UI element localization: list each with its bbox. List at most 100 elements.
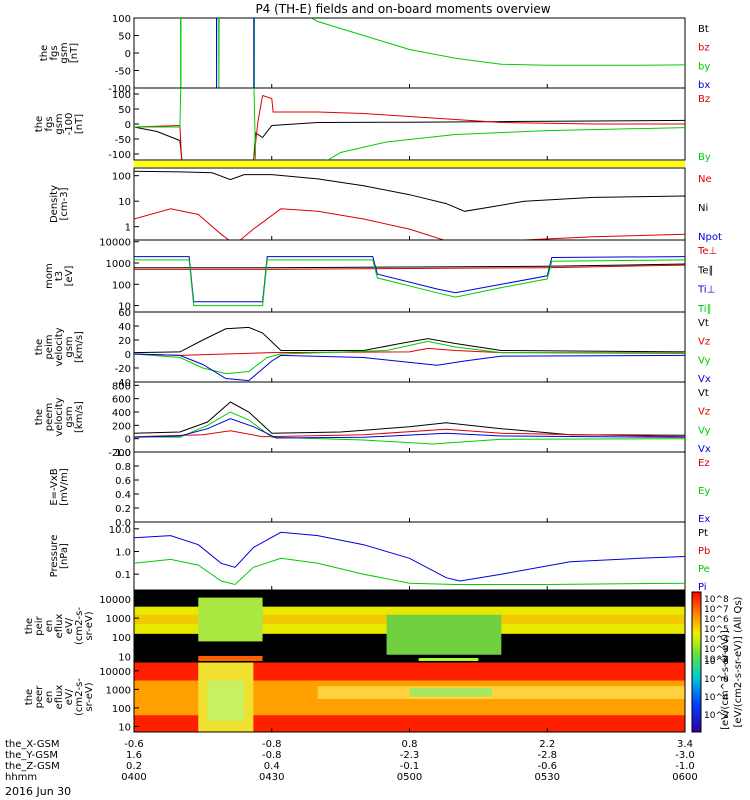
y-tick-label: 20: [118, 336, 131, 347]
panel-pressure: 10.0 1.0 0.1 Pressure [nPa] Pt Pb Pe Pi: [49, 521, 710, 593]
y-tick-label: 10: [118, 197, 131, 208]
y-tick-label: 100: [112, 280, 131, 291]
legend-Pe: Pe: [698, 564, 710, 575]
ephemeris-value: -0.1: [400, 761, 420, 772]
colorbar-tick-label: 10^2: [704, 711, 729, 721]
ephemeris-value: -0.8: [262, 739, 282, 750]
legend-Pi: Pi: [698, 582, 707, 593]
legend-Vy: Vy: [698, 425, 711, 436]
legend-Vt: Vt: [698, 388, 709, 399]
ephemeris-value: 0500: [397, 772, 422, 783]
ephemeris-name: the_Z-GSM: [5, 761, 60, 772]
plot-title: P4 (TH-E) fields and on-board moments ov…: [255, 2, 550, 16]
series-density-Ni: [134, 170, 685, 212]
colorbar-scale: [691, 591, 702, 733]
y-tick-label: 100: [112, 704, 131, 715]
series-peem_v-Vz: [134, 428, 685, 438]
series-pressure-Pe: [134, 557, 685, 586]
colorbar-tick-label: 10^7: [704, 605, 729, 615]
legend-Ez: Ez: [698, 458, 710, 469]
legend-bz: bz: [698, 43, 710, 54]
colorbar: 10^810^710^610^510^410^310^210^810^610^4…: [691, 591, 744, 733]
spectrogram-peir_eflux: [134, 590, 685, 662]
y-tick-label: 1: [125, 223, 131, 234]
y-axis-label: peer: [34, 685, 45, 709]
y-axis-label: eV/: [64, 617, 75, 634]
y-axis-label: [km/s]: [74, 331, 85, 363]
ephemeris-value: 2.2: [539, 739, 555, 750]
y-tick-label: 0.8: [115, 462, 131, 473]
ephemeris-value: 0.4: [264, 761, 280, 772]
spectrogram-patch: [386, 614, 502, 655]
y-tick-label: 50: [118, 32, 131, 43]
y-axis-label: sr-eV): [84, 682, 95, 711]
y-tick-label: 100: [112, 633, 131, 644]
y-axis-label: peir: [34, 615, 45, 635]
y-axis-label: the: [39, 45, 50, 61]
legend-Vy: Vy: [698, 355, 711, 366]
y-axis-label: en: [44, 691, 55, 704]
ephemeris-value: -2.8: [537, 750, 557, 761]
y-axis-label: [nT]: [74, 114, 85, 134]
legend-Vt: Vt: [698, 318, 709, 329]
y-axis-label: mom: [44, 263, 55, 289]
ephemeris-value: 0430: [259, 772, 284, 783]
series-peem_v-Vt: [134, 401, 685, 436]
series-peim_v-Vz: [134, 347, 685, 356]
colorbar-tick-label: 10^3: [704, 645, 729, 655]
y-axis-label: the: [34, 116, 45, 132]
legend-Ti⊥: Ti⊥: [697, 285, 715, 296]
ephemeris-value: -3.0: [675, 750, 695, 761]
spectrogram-patch: [317, 686, 685, 700]
y-tick-label: -100: [108, 84, 131, 95]
legend-Vx: Vx: [698, 444, 711, 455]
ephemeris-value: -0.6: [537, 761, 557, 772]
legend-Ne: Ne: [698, 174, 712, 185]
y-tick-label: 0.0: [115, 518, 131, 529]
panel-frame: [133, 381, 686, 453]
colorbar-tick-label: 10^8: [704, 657, 729, 667]
ephemeris-value: 0400: [121, 772, 146, 783]
y-axis-label: [nT]: [69, 43, 80, 63]
panel-peim_v: 60 40 20 0 -20 -40 the peim velocity gsm [km/s] Vt V…: [34, 308, 711, 389]
y-axis-label: gsm: [64, 336, 75, 357]
y-tick-label: 0: [125, 120, 131, 131]
y-tick-label: 100: [112, 90, 131, 101]
colorbar-tick-label: 10^6: [704, 675, 729, 685]
panel-moments_t: 10000 1000 100 10 mom t3 [eV] Te⊥ Te∥ Ti⊥ Ti∥: [44, 238, 717, 315]
y-axis-label: eV/: [64, 688, 75, 705]
y-axis-label: E=-VxB: [49, 468, 60, 505]
panel-density: 100 10 1 Density [cm-3] Ne Ni Npot: [49, 167, 722, 243]
ephemeris-name: the_X-GSM: [5, 739, 59, 750]
series-moments_t-Ti∥: [134, 259, 685, 307]
y-tick-label: 10000: [99, 238, 131, 249]
y-axis-label: sr-eV): [84, 611, 95, 640]
series-moments_t-Te⊥: [134, 264, 685, 270]
y-axis-label: eflux: [54, 685, 65, 710]
y-tick-label: 0.6: [115, 476, 131, 487]
legend-By: By: [698, 152, 711, 163]
ephemeris-value: -0.8: [262, 750, 282, 761]
y-tick-label: 100: [112, 14, 131, 25]
y-axis-label: en: [44, 620, 55, 633]
y-tick-label: 1.0: [115, 448, 131, 459]
panel-frame: [133, 521, 686, 591]
ephemeris-name: the_Y-GSM: [5, 750, 58, 761]
y-tick-label: 10000: [99, 667, 131, 678]
y-tick-label: 0: [125, 350, 131, 361]
legend-Pt: Pt: [698, 528, 708, 539]
y-axis-label: eflux: [54, 614, 65, 639]
y-tick-label: -200: [108, 448, 131, 459]
y-axis-label: peim: [44, 334, 55, 359]
legend-bx: bx: [698, 80, 710, 91]
y-tick-label: 0.2: [115, 504, 131, 515]
y-axis-label: Pressure: [49, 535, 60, 578]
y-tick-label: 10000: [99, 595, 131, 606]
y-axis-label: Density: [49, 185, 60, 223]
legend-Ey: Ey: [698, 486, 710, 497]
colorbar-tick-label: 10^8: [704, 595, 729, 605]
y-tick-label: 0: [125, 49, 131, 60]
